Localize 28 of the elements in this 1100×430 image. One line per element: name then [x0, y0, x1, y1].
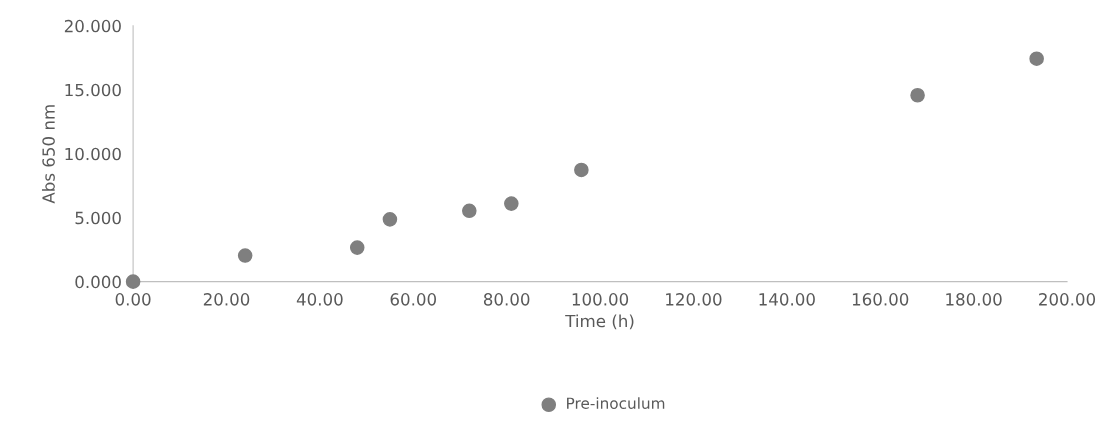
- point: [349, 240, 365, 255]
- point: [504, 196, 519, 211]
- y-tick-label: 15.000: [65, 83, 121, 97]
- x-tick-label: 80.00: [483, 293, 530, 306]
- x-tick-label: 100.00: [572, 293, 629, 306]
- x-tick-label: 120.00: [666, 293, 722, 306]
- y-tick-label: 0.000: [75, 275, 121, 289]
- x-tick-label: 160.00: [852, 293, 909, 306]
- point: [382, 212, 398, 227]
- x-tick-label: 40.00: [296, 293, 343, 306]
- y-tick-label: 5.000: [75, 211, 121, 225]
- x-tick-label: 200.00: [1039, 293, 1096, 306]
- y-tick-label: 20.000: [64, 19, 121, 33]
- point: [237, 248, 253, 263]
- x-tick-label: 0.00: [115, 293, 151, 306]
- point: [462, 203, 477, 219]
- x-tick-label: 180.00: [946, 293, 1002, 306]
- point: [125, 274, 141, 289]
- x-tick-label: 140.00: [759, 293, 815, 306]
- y-axis-title: Abs 650 nm: [41, 105, 55, 204]
- point: [910, 87, 925, 103]
- point: [1029, 51, 1044, 66]
- legend-label: Pre-inoculum: [567, 397, 665, 409]
- x-tick-label: 20.00: [203, 293, 250, 306]
- x-axis-title: Time (h): [565, 314, 634, 330]
- y-tick-label: 10.000: [65, 147, 121, 161]
- x-tick-label: 60.00: [390, 293, 437, 306]
- point: [574, 162, 589, 178]
